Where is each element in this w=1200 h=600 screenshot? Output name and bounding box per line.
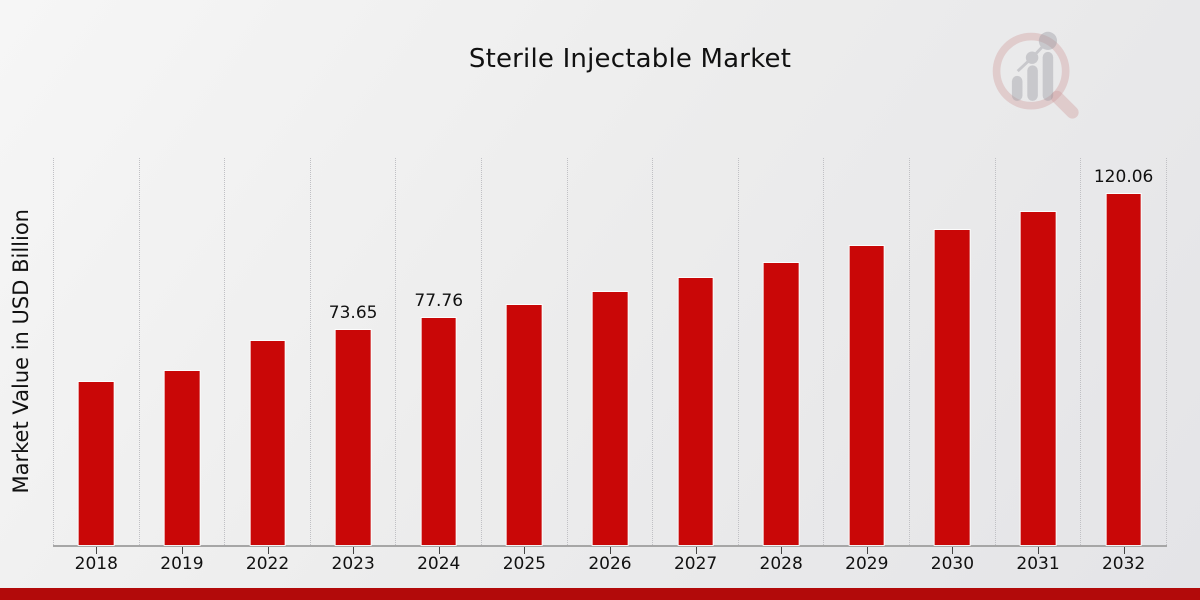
bar-2019 bbox=[164, 371, 200, 545]
category-slot: 73.65 2023 bbox=[309, 158, 396, 574]
x-axis-tick bbox=[1038, 547, 1039, 554]
bar-2032 bbox=[1106, 194, 1141, 545]
category-slot: 2028 bbox=[737, 158, 824, 574]
bar-2022 bbox=[250, 341, 285, 545]
category-slot: 2030 bbox=[909, 158, 995, 574]
bar-2025 bbox=[507, 305, 542, 545]
x-axis-tick bbox=[952, 547, 954, 554]
x-axis-tick bbox=[781, 547, 783, 554]
x-axis-tick bbox=[267, 547, 269, 554]
category-slot: 2022 bbox=[224, 158, 310, 574]
category-slot: 2029 bbox=[823, 158, 909, 574]
bar-2026 bbox=[592, 292, 628, 545]
x-tick-label-2032: 2032 bbox=[1101, 554, 1146, 574]
x-tick-label-2031: 2031 bbox=[1016, 554, 1060, 574]
y-axis-label: Market Value in USD Billion bbox=[9, 209, 33, 494]
category-slot: 2026 bbox=[566, 158, 653, 574]
x-tick-label-2030: 2030 bbox=[930, 554, 975, 574]
magnifier-bar-chart-logo-icon bbox=[992, 31, 1079, 119]
category-slot: 2018 bbox=[53, 158, 139, 574]
x-axis-tick bbox=[181, 547, 183, 554]
category-slot: 120.06 2032 bbox=[1080, 158, 1167, 574]
bar-2030 bbox=[935, 230, 970, 545]
bar-2027 bbox=[678, 278, 713, 545]
bar-value-label-2024: 77.76 bbox=[414, 291, 464, 311]
x-axis-tick bbox=[96, 547, 98, 554]
plot-area: 2018 2019 2022 73.65 2023 77.76 2024 2025 2026 20… bbox=[53, 158, 1167, 574]
x-axis-tick bbox=[524, 547, 526, 554]
bar-value-label-2032: 120.06 bbox=[1093, 167, 1154, 187]
x-tick-label-2024: 2024 bbox=[417, 554, 461, 574]
bar-2031 bbox=[1020, 212, 1056, 545]
footer-banner bbox=[0, 588, 1200, 600]
bar-2029 bbox=[849, 246, 885, 545]
x-tick-label-2027: 2027 bbox=[673, 554, 718, 574]
bar-2023 bbox=[335, 330, 371, 545]
x-tick-label-2028: 2028 bbox=[759, 554, 803, 574]
x-tick-label-2029: 2029 bbox=[845, 554, 889, 574]
chart-title: Sterile Injectable Market bbox=[468, 44, 792, 74]
category-slot: 77.76 2024 bbox=[395, 158, 481, 574]
x-axis-tick bbox=[695, 547, 697, 554]
y-axis-label-wrap: Market Value in USD Billion bbox=[6, 158, 36, 545]
x-axis-tick bbox=[866, 547, 868, 554]
category-slot: 2031 bbox=[994, 158, 1081, 574]
bar-2018 bbox=[78, 382, 114, 545]
x-axis-tick bbox=[353, 547, 355, 554]
bar-2028 bbox=[763, 263, 799, 545]
x-axis-tick bbox=[1123, 547, 1125, 554]
category-slot: 2019 bbox=[138, 158, 225, 574]
x-tick-label-2022: 2022 bbox=[245, 554, 290, 574]
bar-value-label-2023: 73.65 bbox=[328, 303, 378, 323]
x-tick-label-2026: 2026 bbox=[588, 554, 632, 574]
bar-2024 bbox=[421, 318, 457, 545]
category-slot: 2027 bbox=[652, 158, 738, 574]
category-slot: 2025 bbox=[481, 158, 567, 574]
x-axis-tick bbox=[438, 547, 440, 554]
x-axis-tick bbox=[609, 547, 611, 554]
x-tick-label-2025: 2025 bbox=[502, 554, 546, 574]
x-tick-label-2023: 2023 bbox=[331, 554, 375, 574]
x-tick-label-2018: 2018 bbox=[74, 554, 118, 574]
x-tick-label-2019: 2019 bbox=[160, 554, 204, 574]
